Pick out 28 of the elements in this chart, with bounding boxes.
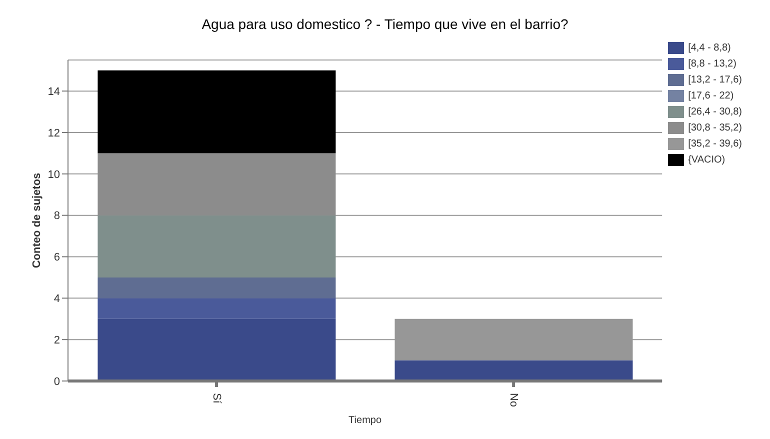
legend-label: [13,2 - 17,6)	[688, 74, 742, 86]
bar	[98, 215, 336, 278]
legend-label: [26,4 - 30,8)	[688, 106, 742, 118]
y-tick-label: 2	[54, 334, 60, 346]
bar	[98, 70, 336, 154]
legend-label: [4,4 - 8,8)	[688, 42, 731, 54]
y-tick-label: 10	[48, 168, 60, 181]
x-tick-label: Sí	[210, 393, 223, 404]
x-tick-label: No	[508, 393, 520, 408]
chart-title: Agua para uso domestico ? - Tiempo que vive en el barrio?	[200, 15, 570, 34]
y-axis-title: Conteo de sujetos	[30, 172, 43, 268]
y-tick-label: 12	[48, 127, 60, 140]
legend-label: [8,8 - 13,2)	[688, 58, 736, 70]
y-tick-label: 14	[48, 86, 60, 98]
legend-label: [35,2 - 39,6)	[688, 138, 742, 150]
legend-label: [17,6 - 22)	[688, 90, 734, 102]
legend-label: {VACIO)	[688, 154, 726, 166]
bar	[394, 360, 633, 381]
y-tick-label: 8	[54, 210, 60, 222]
y-tick-label: 6	[54, 252, 60, 264]
bar	[98, 153, 336, 216]
x-axis-title: Tiempo	[348, 415, 382, 426]
y-tick-label: 4	[54, 293, 60, 306]
y-tick-label: 0	[54, 376, 60, 388]
bar	[98, 277, 336, 298]
bar	[98, 298, 336, 319]
bar	[98, 318, 336, 381]
legend-label: [30,8 - 35,2)	[688, 122, 742, 134]
